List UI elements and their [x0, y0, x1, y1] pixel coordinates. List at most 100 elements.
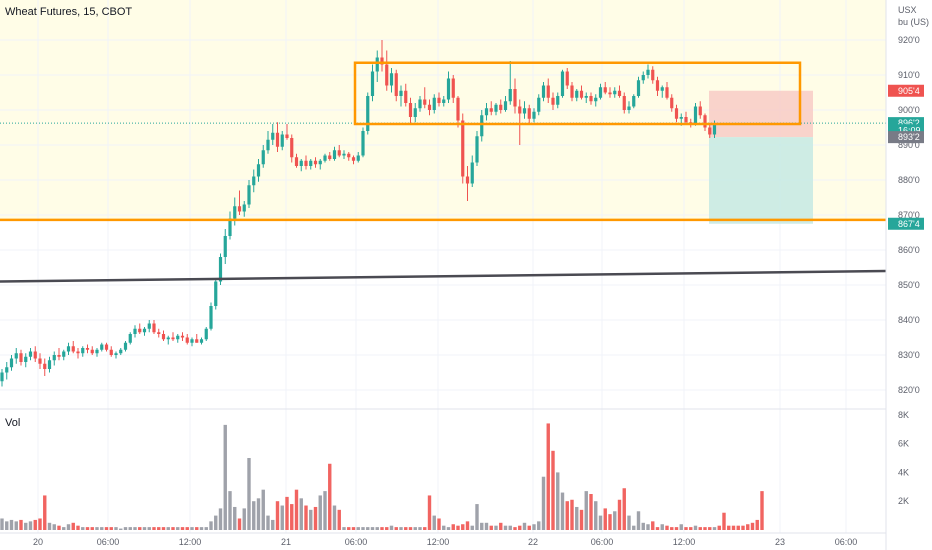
volume-bar	[556, 472, 560, 530]
volume-bar	[594, 501, 598, 530]
volume-bar	[494, 525, 498, 530]
candle-body	[38, 358, 42, 364]
candle-body	[380, 57, 384, 65]
candle-body	[142, 328, 147, 333]
volume-bar	[636, 511, 641, 530]
volume-bar	[323, 491, 327, 530]
volume-bar	[180, 527, 185, 530]
volume-bar	[508, 525, 512, 530]
volume-bar	[617, 499, 622, 530]
volume-bar	[655, 527, 660, 530]
volume-bar	[304, 505, 308, 530]
candle-body	[190, 339, 194, 343]
volume-bar	[560, 492, 565, 530]
candle-body	[280, 134, 284, 147]
candle-body	[560, 71, 565, 96]
volume-bar	[712, 527, 717, 530]
candle-body	[370, 71, 375, 96]
volume-bar	[114, 527, 118, 530]
candle-body	[71, 346, 75, 352]
price-axis[interactable]: 920'0 910'0 900'0 890'0 880'0 870'0 860'0 850'0…	[898, 35, 920, 395]
stop-zone	[709, 90, 813, 138]
volume-bar	[47, 522, 52, 530]
volume-bar	[456, 525, 460, 530]
volume-bar	[717, 525, 721, 530]
candle-body	[323, 155, 327, 161]
candle-body	[465, 176, 470, 184]
volume-bar	[518, 525, 522, 530]
volume-bar	[351, 527, 356, 530]
candle-body	[161, 334, 166, 340]
volume-bar	[133, 527, 137, 530]
candle-body	[52, 355, 56, 361]
candle-body	[109, 349, 113, 355]
volume-bar	[152, 527, 156, 530]
volume-bar	[147, 527, 151, 530]
candle-body	[332, 150, 337, 159]
candle-body	[351, 157, 356, 161]
candle-body	[157, 332, 161, 334]
volume-axis[interactable]: 8K 6K 4K 2K	[898, 410, 909, 506]
volume-bar	[19, 519, 23, 530]
volume-bar	[480, 522, 484, 530]
volume-bar	[275, 501, 280, 530]
candle-body	[185, 337, 189, 343]
candle-body	[223, 236, 227, 257]
volume-bar	[404, 527, 408, 530]
candle-body	[233, 206, 237, 219]
candle-body	[641, 75, 645, 81]
candle-body	[47, 360, 52, 369]
price-tick-label: 840'0	[898, 315, 920, 325]
volume-bar	[746, 524, 750, 530]
price-tick-label: 890'0	[898, 140, 920, 150]
price-currency: USX	[898, 5, 917, 15]
candle-body	[632, 96, 636, 107]
candle-body	[627, 106, 631, 110]
candle-body	[14, 353, 18, 359]
time-tick-label: 12:00	[673, 537, 696, 547]
candle-body	[43, 363, 47, 369]
short-position-tool[interactable]	[0, 90, 886, 224]
candle-body	[114, 353, 118, 355]
price-tag-text-last: 896'2	[898, 118, 920, 128]
volume-bar	[698, 527, 702, 530]
volume-bar	[342, 527, 346, 530]
candle-body	[575, 90, 579, 98]
volume-bar	[736, 525, 740, 530]
candle-body	[104, 344, 109, 350]
volume-bar	[598, 515, 603, 530]
volume-bar	[674, 527, 679, 530]
candle-body	[622, 96, 626, 110]
candle-body	[81, 348, 85, 354]
volume-bar	[266, 515, 270, 530]
candle-body	[546, 85, 550, 98]
time-axis[interactable]: 20 06:00 12:00 21 06:00 12:00 22 06:00 12:00 23 06…	[33, 537, 857, 547]
volume-bar	[394, 527, 398, 530]
volume-bar	[176, 527, 180, 530]
volume-bar	[727, 525, 731, 530]
candle-body	[399, 90, 403, 96]
volume-tick-label: 6K	[898, 439, 909, 449]
volume-bar	[119, 528, 123, 530]
volume-bar	[52, 524, 56, 530]
drawings[interactable]	[0, 61, 887, 283]
candle-body	[670, 97, 674, 109]
time-tick-label: 06:00	[591, 537, 614, 547]
volume-bar	[503, 525, 508, 530]
volume-bars	[0, 423, 764, 530]
volume-bar	[589, 494, 593, 530]
volume-bar	[347, 527, 351, 530]
volume-bar	[214, 515, 218, 530]
volume-bar	[318, 495, 322, 530]
candle-body	[9, 358, 14, 368]
volume-bar	[24, 522, 28, 530]
volume-bar	[38, 518, 42, 530]
volume-bar	[689, 527, 693, 530]
volume-bar	[465, 521, 470, 530]
volume-bar	[294, 489, 299, 530]
candle-body	[218, 257, 223, 282]
volume-label: Vol	[5, 417, 20, 429]
candle-body	[347, 153, 351, 158]
volume-bar	[252, 501, 256, 530]
